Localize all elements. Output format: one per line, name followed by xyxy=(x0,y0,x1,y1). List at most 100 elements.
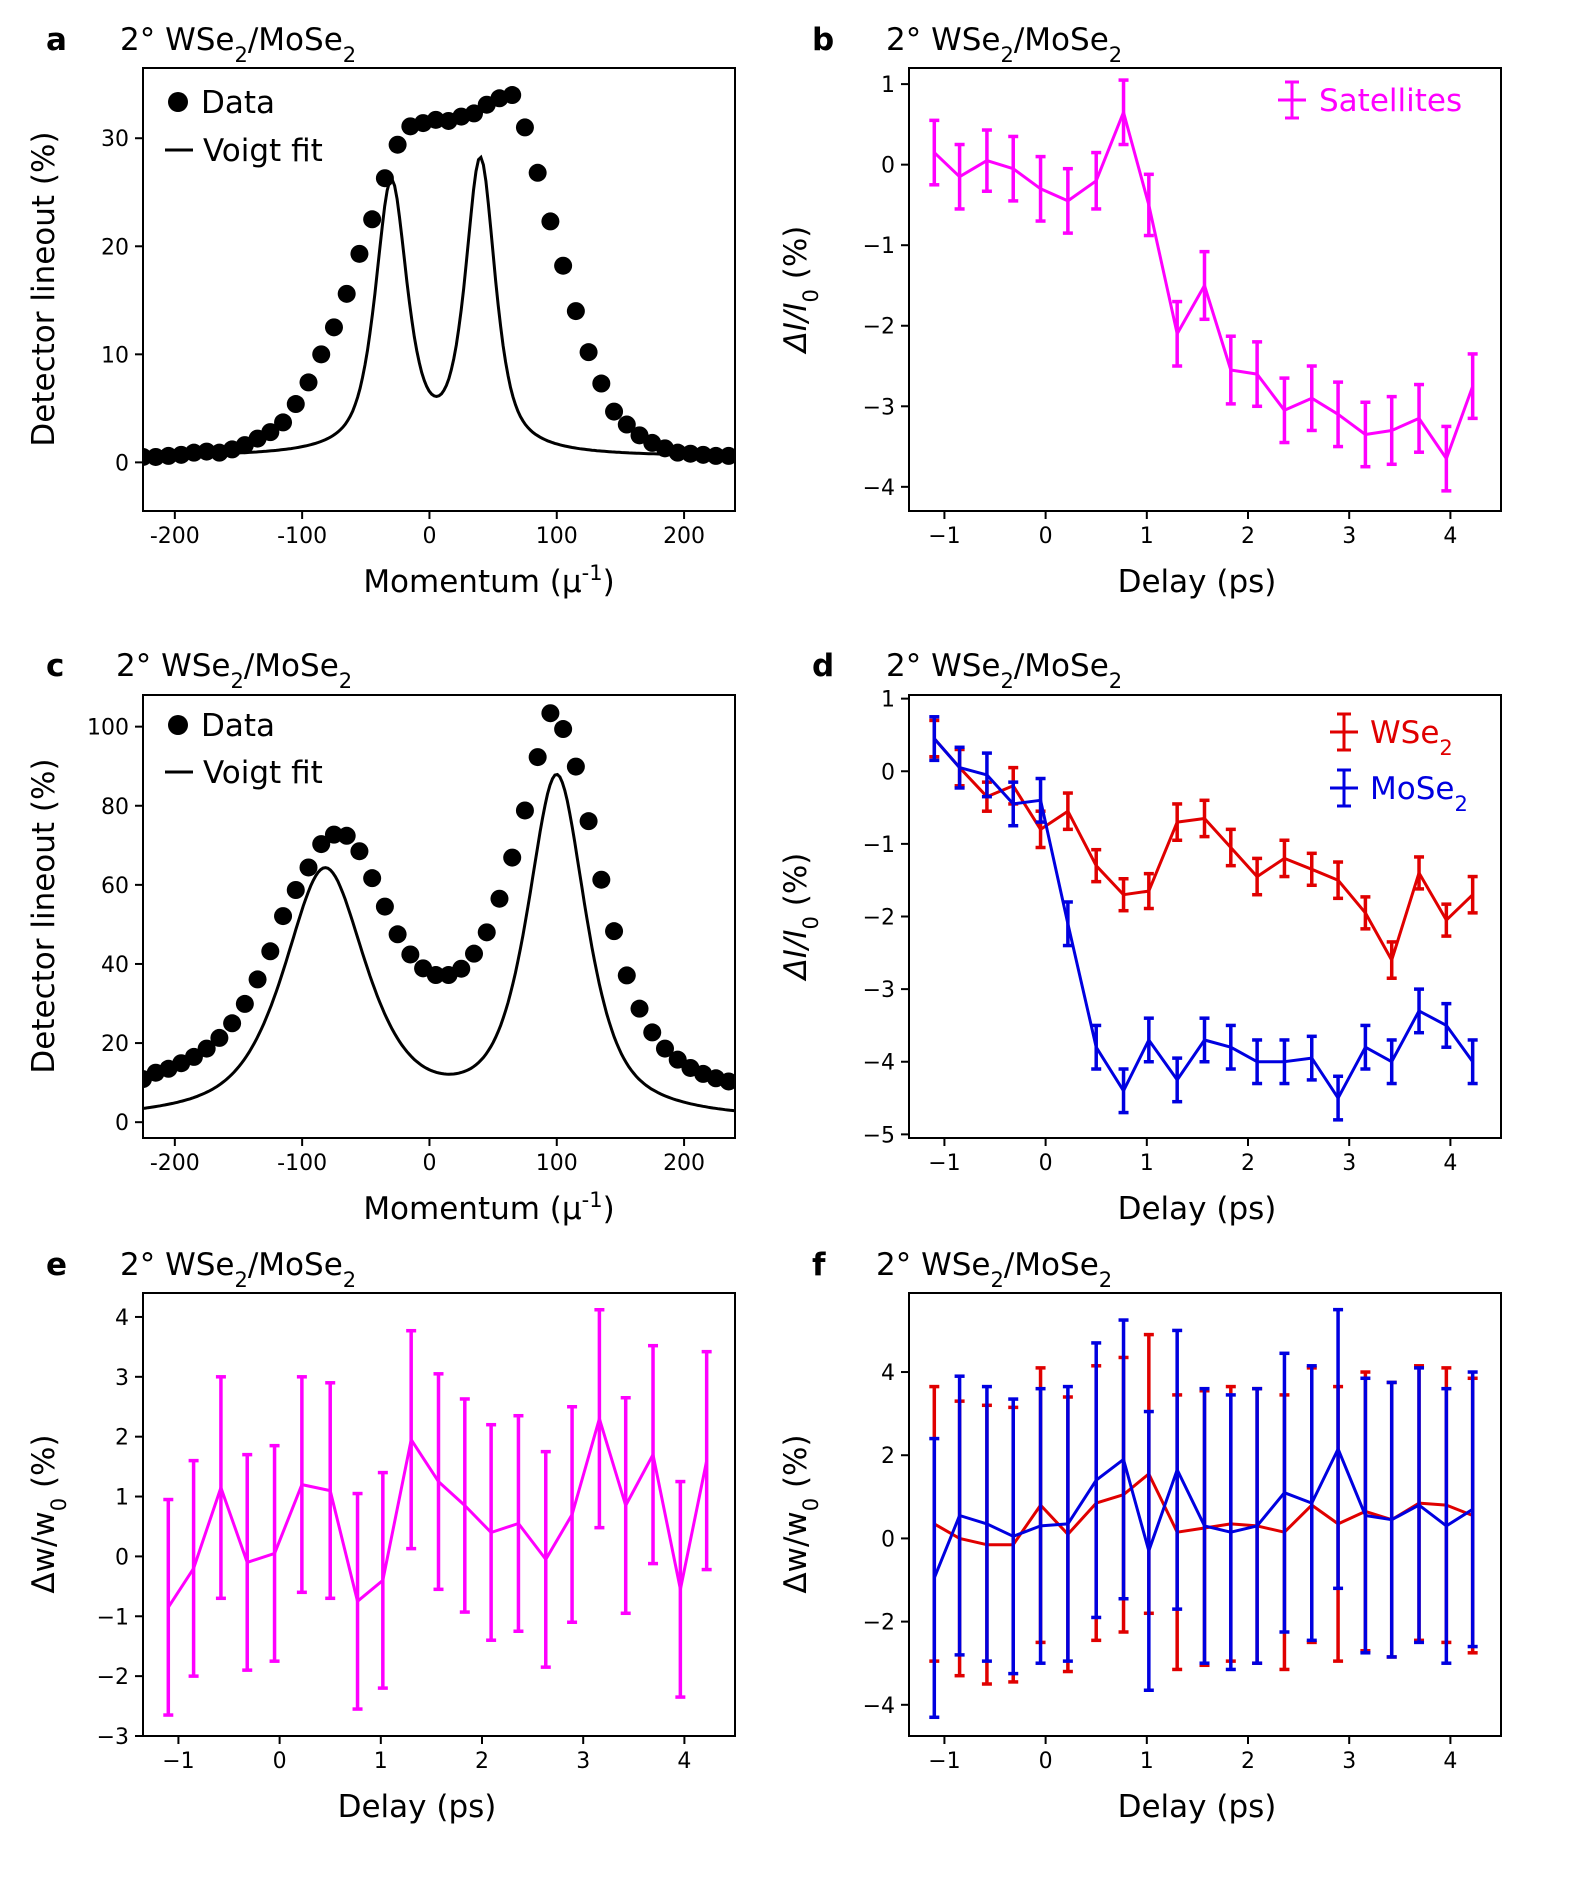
panel-title-f: 2° WSe2/MoSe2 xyxy=(876,1247,1112,1292)
xtick-label: 4 xyxy=(1443,1749,1457,1774)
data-point xyxy=(261,942,280,961)
panel-d: d 2° WSe2/MoSe2 −1 0 1 2 3 4 1 0 −1 −2 −3 −4 −5 Dela… xyxy=(778,648,1502,1227)
data-point xyxy=(706,446,725,465)
ytick-label: 0 xyxy=(115,1545,129,1570)
legend-label-data: Data xyxy=(201,708,275,744)
voigt-fit-line xyxy=(143,772,735,1113)
xtick-label: 1 xyxy=(1140,1151,1154,1176)
data-point xyxy=(274,413,293,432)
data-point xyxy=(579,343,598,362)
ytick-label: 20 xyxy=(101,1032,129,1057)
panel-f: f 2° WSe2/MoSe2 −1 0 1 2 3 4 4 2 0 −2 −4 Delay (ps… xyxy=(778,1247,1502,1825)
plot-area-b xyxy=(929,78,1478,493)
legend-marker-data xyxy=(168,92,188,112)
xtick-label: -100 xyxy=(277,1151,327,1176)
ytick-label: −2 xyxy=(863,1611,895,1636)
data-point xyxy=(184,1047,203,1066)
xlabel-f: Delay (ps) xyxy=(1118,1789,1277,1825)
xtick-label: 2 xyxy=(475,1749,489,1774)
panel-letter-e: e xyxy=(46,1247,67,1283)
data-point xyxy=(630,999,649,1018)
data-point xyxy=(324,318,343,337)
ytick-label: −1 xyxy=(863,234,895,259)
xtick-label: 3 xyxy=(576,1749,590,1774)
xlabel-d: Delay (ps) xyxy=(1118,1191,1277,1227)
xtick-label: 3 xyxy=(1342,1151,1356,1176)
xlabel-a: Momentum (μ-1) xyxy=(363,561,614,600)
xtick-label: −1 xyxy=(928,1151,960,1176)
panel-b: b 2° WSe2/MoSe2 −1 0 1 2 3 4 1 0 −1 −2 −3 −4 Delay … xyxy=(778,22,1502,600)
xtick-label: 0 xyxy=(422,1151,436,1176)
data-point xyxy=(388,135,407,154)
ytick-label: 10 xyxy=(101,343,129,368)
data-point xyxy=(605,402,624,421)
xtick-label: 4 xyxy=(1443,524,1457,549)
data-point xyxy=(477,923,496,942)
data-point xyxy=(274,907,293,926)
xtick-label: 100 xyxy=(536,1151,578,1176)
data-point xyxy=(655,1039,674,1058)
legend-label-satellites: Satellites xyxy=(1319,83,1462,119)
data-point xyxy=(566,757,585,776)
xtick-label: -100 xyxy=(277,524,327,549)
xlabel-c: Momentum (μ-1) xyxy=(363,1188,614,1227)
ytick-label: −4 xyxy=(863,476,895,501)
xtick-label: 0 xyxy=(1039,524,1053,549)
ytick-label: 40 xyxy=(101,953,129,978)
legend-a: Data Voigt fit xyxy=(165,85,323,169)
xtick-label: 1 xyxy=(1140,524,1154,549)
plot-area-a xyxy=(143,86,735,466)
ytick-label: 60 xyxy=(101,874,129,899)
data-point xyxy=(643,1023,662,1042)
ytick-label: −2 xyxy=(97,1665,129,1690)
xtick-label: 3 xyxy=(1342,524,1356,549)
data-point xyxy=(312,835,331,854)
legend-label-voigt: Voigt fit xyxy=(203,755,323,791)
xtick-label: 4 xyxy=(677,1749,691,1774)
data-point xyxy=(363,210,382,229)
plot-area-f xyxy=(929,1307,1478,1720)
axes-frame-d xyxy=(908,694,1502,1139)
xtick-label: 2 xyxy=(1241,1151,1255,1176)
axes-frame-a xyxy=(142,67,736,512)
data-point xyxy=(286,395,305,414)
data-point xyxy=(554,256,573,275)
axes-frame-e xyxy=(142,1292,736,1737)
plot-area-c xyxy=(143,704,735,1113)
data-point xyxy=(719,1072,735,1091)
ytick-label: −4 xyxy=(863,1051,895,1076)
ytick-label: 0 xyxy=(881,154,895,179)
ylabel-e: Δw/w0 (%) xyxy=(26,1434,71,1593)
xtick-label: 100 xyxy=(536,524,578,549)
data-point xyxy=(299,373,318,392)
data-point xyxy=(312,345,331,364)
ytick-label: −1 xyxy=(97,1605,129,1630)
xtick-label: 4 xyxy=(1443,1151,1457,1176)
legend-label-data: Data xyxy=(201,85,275,121)
panel-a: a 2° WSe2/MoSe2 -200 -100 0 100 200 0 10 20 30 M… xyxy=(26,22,736,600)
data-point xyxy=(248,970,267,989)
data-point xyxy=(541,704,560,723)
data-point xyxy=(617,415,636,434)
ytick-label: 100 xyxy=(87,716,129,741)
ytick-label: −5 xyxy=(863,1123,895,1148)
data-point xyxy=(337,826,356,845)
data-point xyxy=(401,945,420,964)
ytick-label: 3 xyxy=(115,1366,129,1391)
series-line-wse2 xyxy=(933,737,1474,962)
series-line-satellites xyxy=(933,110,1475,461)
data-point xyxy=(503,848,522,867)
legend-label-voigt: Voigt fit xyxy=(203,133,323,169)
data-point xyxy=(235,994,254,1013)
data-point xyxy=(363,869,382,888)
ytick-label: 0 xyxy=(115,451,129,476)
data-point xyxy=(668,1050,687,1069)
plot-f: −1 0 1 2 3 4 4 2 0 −2 −4 xyxy=(863,1307,1478,1774)
ylabel-a: Detector lineout (%) xyxy=(26,131,62,446)
series-line-mose2 xyxy=(932,1447,1474,1579)
ytick-label: 1 xyxy=(881,73,895,98)
xtick-label: 2 xyxy=(1241,524,1255,549)
plot-d: −1 0 1 2 3 4 1 0 −1 −2 −3 −4 −5 xyxy=(863,688,1478,1176)
ytick-label: 0 xyxy=(881,760,895,785)
